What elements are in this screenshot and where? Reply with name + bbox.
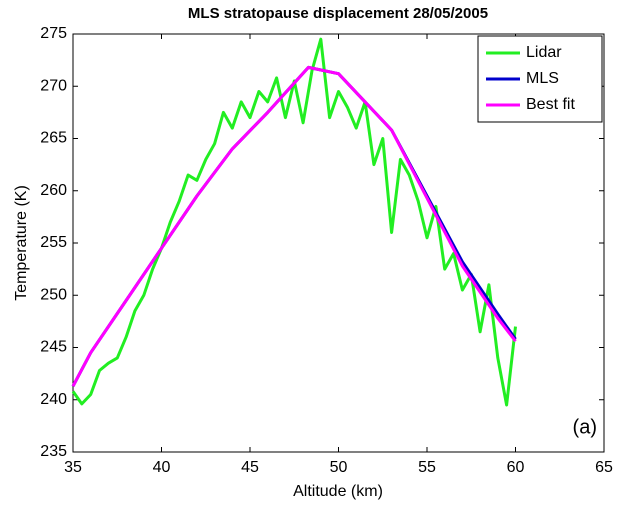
y-tick-label: 240 — [40, 391, 67, 408]
x-tick-label: 65 — [595, 459, 613, 476]
y-tick-label: 235 — [40, 443, 67, 460]
legend-label: Best fit — [526, 96, 575, 113]
series-line — [71, 65, 517, 387]
chart-title: MLS stratopause displacement 28/05/2005 — [188, 5, 488, 22]
y-tick-label: 255 — [40, 234, 67, 251]
series-line — [71, 65, 517, 387]
y-tick-label: 250 — [40, 286, 67, 303]
y-tick-label: 275 — [40, 25, 67, 42]
y-tick-label: 265 — [40, 130, 67, 147]
y-tick-label: 270 — [40, 77, 67, 94]
legend-label: MLS — [526, 70, 559, 87]
x-tick-label: 60 — [507, 459, 525, 476]
y-tick-label: 245 — [40, 339, 67, 356]
annotation: (a) — [573, 416, 597, 438]
x-tick-label: 40 — [153, 459, 171, 476]
x-axis-label: Altitude (km) — [293, 483, 383, 500]
x-tick-label: 50 — [330, 459, 348, 476]
x-tick-label: 55 — [418, 459, 436, 476]
y-tick-label: 260 — [40, 182, 67, 199]
y-axis-label: Temperature (K) — [13, 185, 30, 301]
series-line — [71, 37, 517, 407]
x-tick-label: 45 — [241, 459, 259, 476]
legend-label: Lidar — [526, 44, 562, 61]
x-tick-label: 35 — [64, 459, 82, 476]
